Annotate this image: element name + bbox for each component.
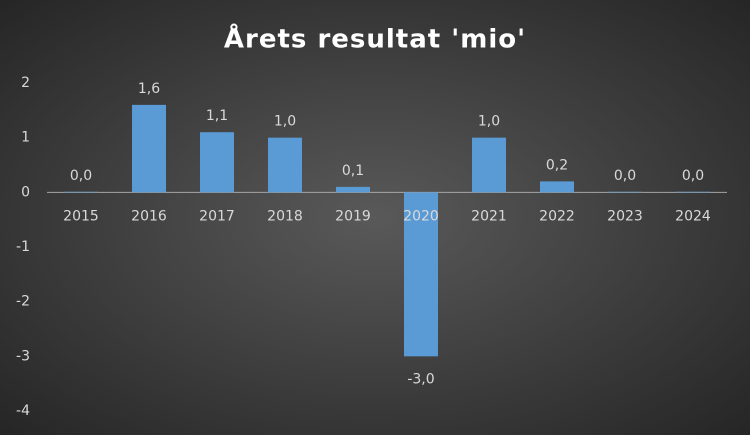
value-label: 1,0 (478, 114, 500, 130)
bar (200, 132, 234, 193)
x-tick-label: 2017 (199, 208, 235, 224)
y-tick-label: -1 (16, 239, 30, 255)
bar (472, 137, 506, 193)
bar (404, 192, 438, 357)
y-tick-label: 0 (21, 184, 30, 200)
y-tick-label: -2 (16, 294, 30, 310)
x-tick-label: 2019 (335, 208, 371, 224)
y-tick-label: 2 (21, 75, 30, 91)
value-label: -3,0 (407, 371, 434, 387)
value-label: 1,1 (206, 108, 228, 124)
value-label: 0,0 (614, 168, 636, 184)
x-tick-label: 2018 (267, 208, 303, 224)
x-tick-label: 2024 (675, 208, 711, 224)
x-tick-label: 2023 (607, 208, 643, 224)
bar (676, 191, 710, 193)
bar (132, 104, 166, 193)
x-tick-label: 2015 (63, 208, 99, 224)
chart-title: Årets resultat 'mio' (224, 23, 526, 55)
value-label: 0,1 (342, 163, 364, 179)
value-label: 0,0 (682, 168, 704, 184)
value-label: 0,2 (546, 157, 568, 173)
bar (608, 191, 642, 193)
value-label: 1,0 (274, 114, 296, 130)
y-tick-label: 1 (21, 130, 30, 146)
bar (64, 191, 98, 193)
y-tick-label: -4 (16, 403, 30, 419)
y-tick-label: -3 (16, 348, 30, 364)
value-label: 0,0 (70, 168, 92, 184)
x-tick-label: 2021 (471, 208, 507, 224)
x-tick-label: 2020 (403, 208, 439, 224)
bar (540, 181, 574, 193)
x-tick-label: 2022 (539, 208, 575, 224)
x-tick-label: 2016 (131, 208, 167, 224)
bar (336, 186, 370, 193)
value-label: 1,6 (138, 81, 160, 97)
bar (268, 137, 302, 193)
